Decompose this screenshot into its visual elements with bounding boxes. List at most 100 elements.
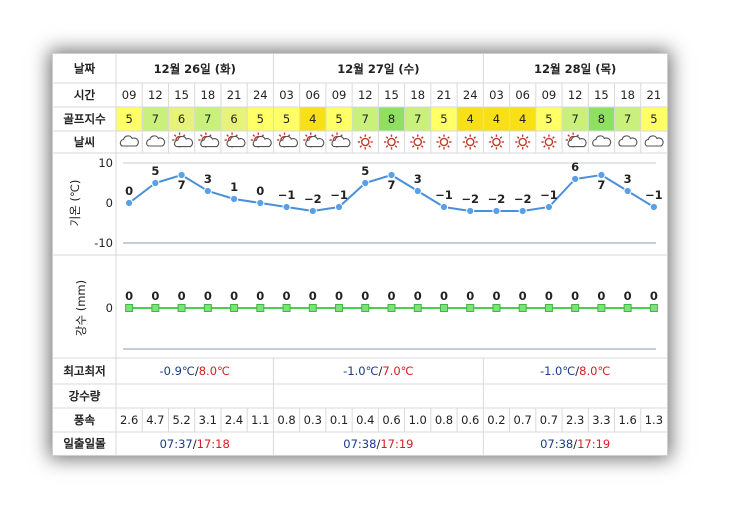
temp-point [203, 186, 212, 196]
hour-label: 12 [148, 88, 163, 102]
golf-index-value: 4 [493, 112, 500, 126]
precip-data-label: 0 [151, 289, 159, 303]
wind-speed-value: 3.3 [592, 413, 610, 427]
precip-data-label: 0 [204, 289, 212, 303]
hour-label: 18 [410, 88, 425, 102]
golf-index-cell [168, 107, 195, 131]
sun-icon [541, 134, 557, 150]
temp-point [229, 194, 239, 204]
sunrise-sunset: 07:38/17:19 [540, 437, 610, 451]
sunrise-time: 07:38 [540, 437, 573, 451]
separator: / [376, 437, 380, 451]
precip-point [571, 304, 580, 312]
wind-speed-value: 2.3 [566, 413, 584, 427]
wind-speed-value: 0.6 [461, 413, 479, 427]
temp-point [282, 202, 291, 212]
precip-data-label: 0 [361, 289, 369, 303]
temp-data-label: 6 [571, 160, 579, 174]
golf-index-value: 7 [152, 112, 159, 126]
partly-cloudy-icon [565, 132, 587, 148]
precip-point [413, 304, 422, 312]
golf-index-value: 8 [598, 112, 605, 126]
temp-data-label: −1 [645, 188, 663, 202]
day-header: 12월 28일 (목) [534, 62, 616, 76]
precip-point [544, 304, 553, 312]
temp-data-label: −2 [514, 192, 532, 206]
min-max-temp: -1.0℃/7.0℃ [343, 364, 414, 378]
precip-axis-label: 강수 (mm) [74, 280, 88, 336]
golf-index-cell [273, 107, 300, 131]
temp-point [649, 202, 658, 212]
cloud-icon [644, 135, 664, 147]
golf-index-cell [614, 107, 641, 131]
temp-tick-label: -10 [94, 236, 113, 250]
row-label-precip: 강수량 [69, 389, 101, 403]
temp-point [623, 186, 632, 196]
sun-icon [436, 134, 452, 150]
golf-index-cell [116, 107, 143, 131]
golf-index-cell [299, 107, 326, 131]
temp-tick-label: 0 [106, 196, 113, 210]
hour-label: 06 [305, 88, 320, 102]
row-label-time: 시간 [74, 88, 96, 102]
golf-index-value: 5 [257, 112, 264, 126]
sun-icon [515, 134, 531, 150]
wind-speed-value: 0.7 [540, 413, 558, 427]
temp-data-label: −1 [540, 188, 558, 202]
precip-data-label: 0 [125, 289, 133, 303]
temp-axis-label: 기온 (℃) [68, 180, 82, 227]
temp-point [177, 170, 186, 180]
hour-label: 15 [594, 88, 609, 102]
hour-label: 24 [463, 88, 478, 102]
precip-point [361, 304, 370, 312]
temp-point [151, 178, 160, 188]
sun-icon [357, 134, 373, 150]
temp-point [256, 198, 265, 208]
row-label-wind: 풍속 [74, 413, 96, 427]
precip-point [125, 304, 134, 312]
golf-index-cell [220, 107, 248, 131]
golf-index-cell [483, 107, 510, 131]
min-temp: -1.0℃ [343, 364, 378, 378]
cloud-icon [592, 135, 612, 147]
golf-index-value: 4 [309, 112, 316, 126]
precip-data-label: 0 [230, 289, 238, 303]
golf-index-value: 6 [230, 112, 237, 126]
temp-point [125, 198, 134, 208]
golf-index-cell [247, 107, 274, 131]
precip-point [177, 304, 186, 312]
partly-cloudy-icon [277, 132, 299, 148]
hour-label: 21 [227, 88, 242, 102]
row-label-golf: 골프지수 [63, 112, 106, 126]
wind-speed-value: 0.4 [356, 413, 374, 427]
golf-index-cell [640, 107, 667, 131]
precip-data-label: 0 [545, 289, 553, 303]
min-temp: -1.0℃ [540, 364, 575, 378]
golf-index-cell [562, 107, 589, 131]
temp-data-label: 5 [151, 164, 159, 178]
temp-point [361, 178, 370, 188]
golf-index-cell [325, 107, 353, 131]
temp-point [387, 170, 396, 180]
hour-label: 18 [201, 88, 216, 102]
sunrise-time: 07:37 [160, 437, 193, 451]
sun-icon [384, 134, 399, 150]
golf-index-value: 7 [572, 112, 579, 126]
precip-point [335, 304, 344, 312]
precip-point [230, 304, 239, 312]
separator: / [193, 437, 197, 451]
temp-data-label: 0 [125, 184, 133, 198]
golf-index-cell [194, 107, 221, 131]
min-max-temp: -1.0℃/8.0℃ [540, 364, 611, 378]
partly-cloudy-icon [303, 132, 325, 148]
golf-index-cell [457, 107, 484, 131]
sunrise-time: 07:38 [343, 437, 376, 451]
golf-index-value: 7 [362, 112, 369, 126]
temp-data-label: 7 [597, 178, 605, 192]
wind-speed-value: 4.7 [146, 413, 164, 427]
temp-data-label: 1 [230, 180, 238, 194]
temp-tick-label: 10 [98, 156, 113, 170]
golf-index-cell [378, 107, 405, 131]
temp-point [544, 202, 554, 212]
golf-index-value: 5 [545, 112, 552, 126]
